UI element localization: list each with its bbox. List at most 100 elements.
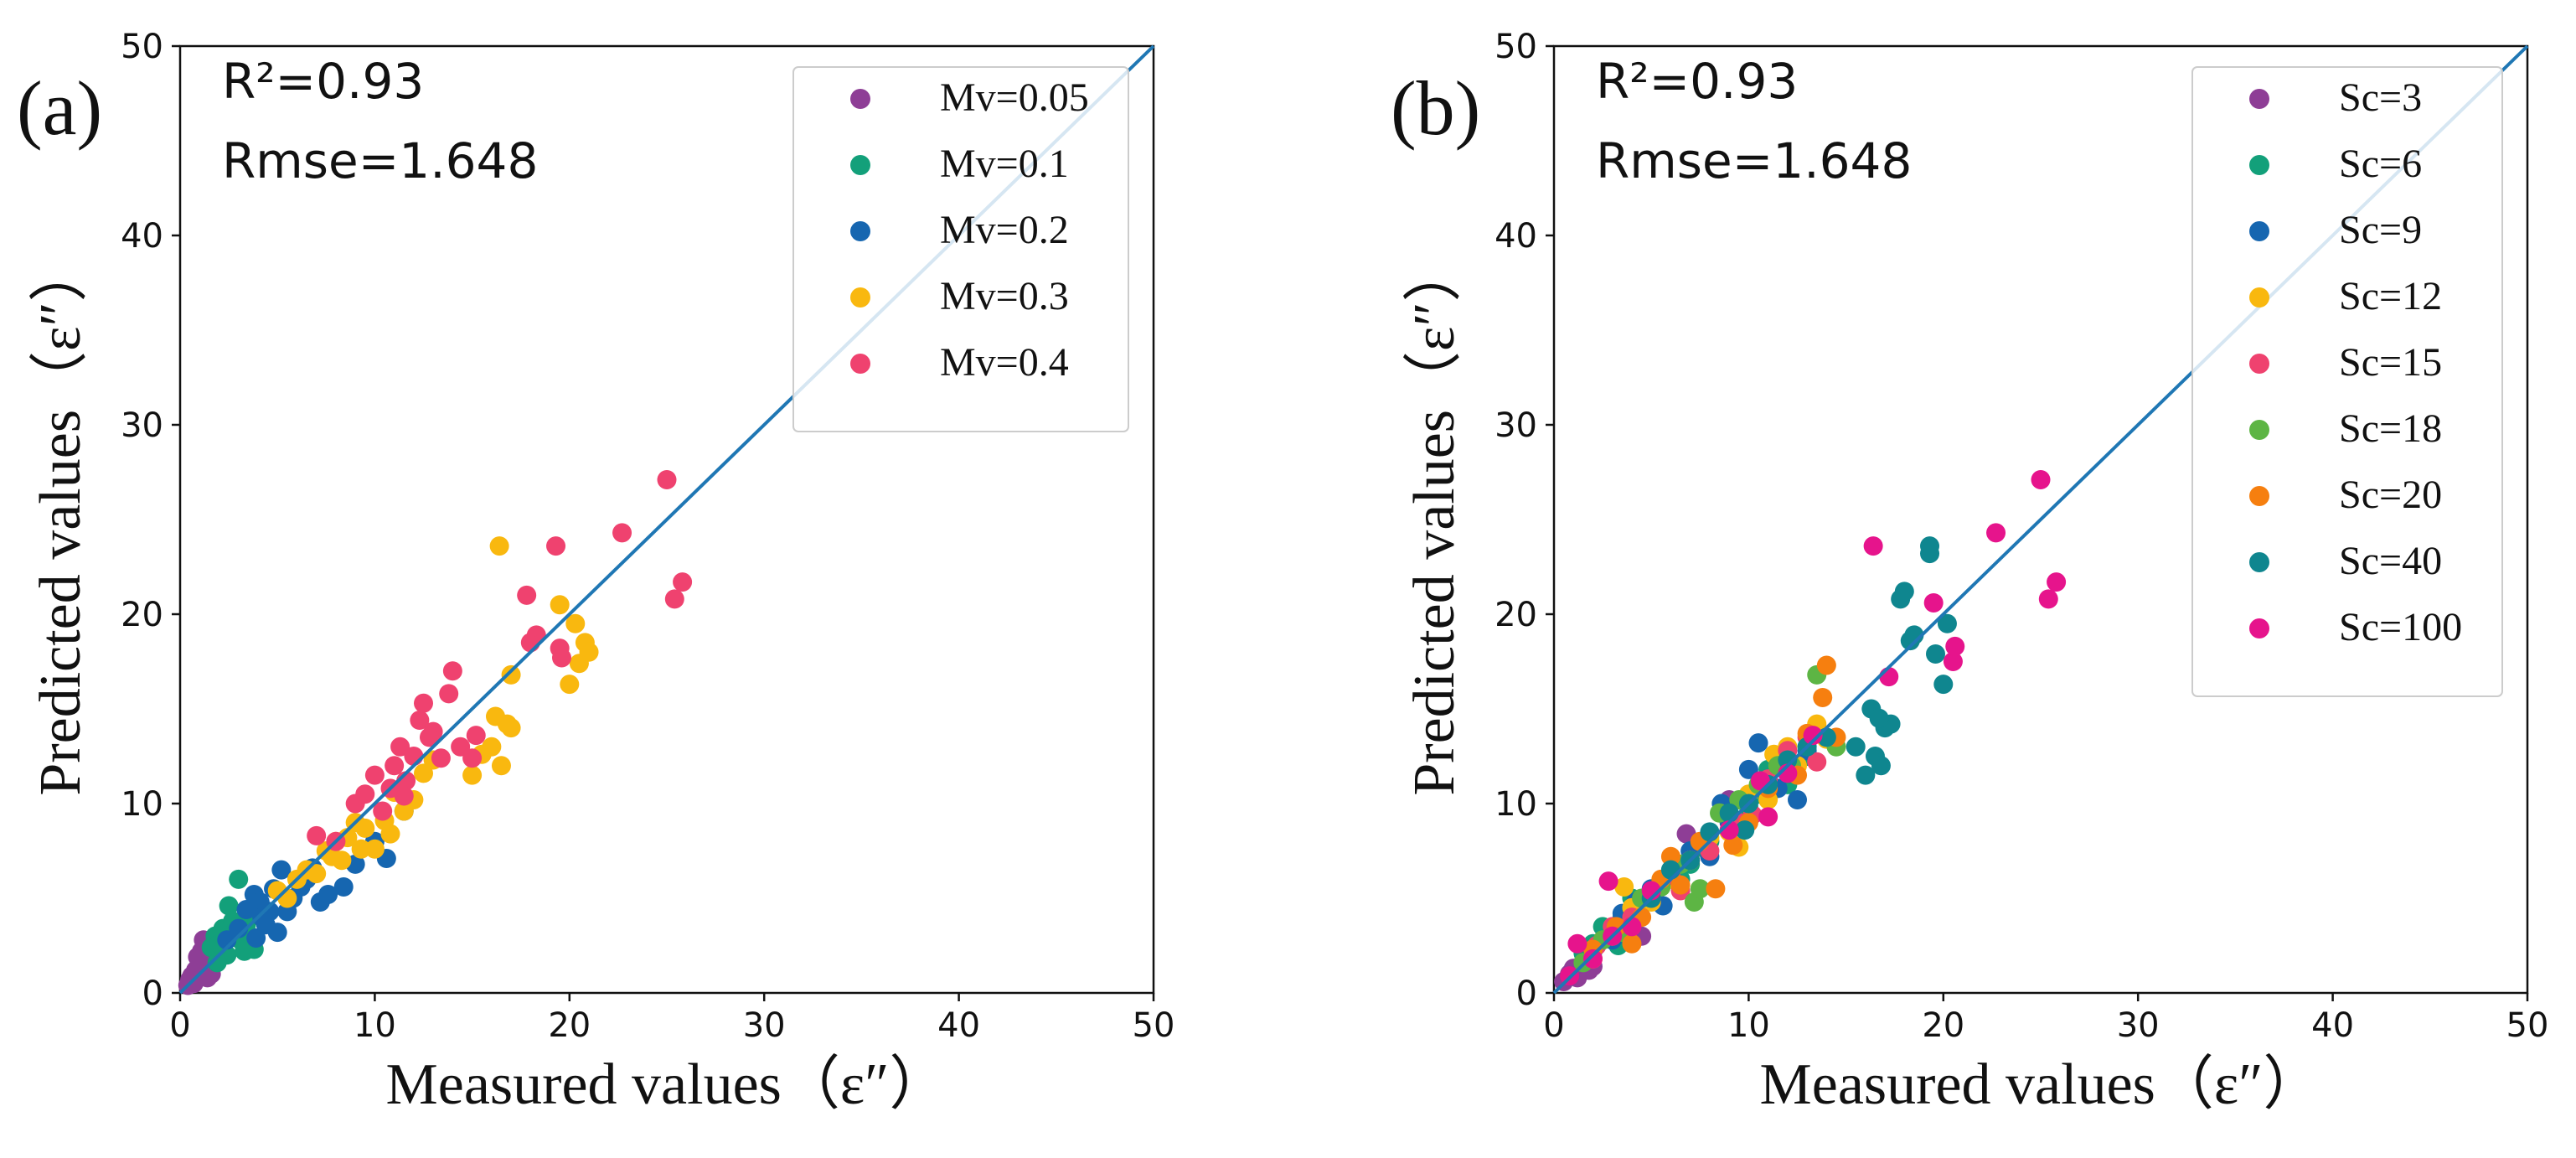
data-point bbox=[1879, 667, 1899, 687]
data-point bbox=[1622, 933, 1642, 954]
data-point bbox=[1758, 807, 1778, 827]
y-tick-label: 10 bbox=[121, 785, 163, 824]
data-point bbox=[1945, 636, 1965, 656]
x-tick-label: 40 bbox=[2311, 1006, 2354, 1045]
legend-marker bbox=[850, 221, 870, 241]
legend-marker bbox=[2249, 89, 2269, 109]
legend: Mv=0.05 Mv=0.1 Mv=0.2 Mv=0.3 Mv=0.4 bbox=[792, 66, 1129, 432]
data-point bbox=[1803, 726, 1823, 746]
x-tick-label: 10 bbox=[354, 1006, 396, 1045]
legend-label: Sc=3 bbox=[2339, 75, 2422, 120]
legend-marker bbox=[2249, 221, 2269, 241]
y-tick-label: 40 bbox=[1494, 217, 1537, 256]
x-tick-label: 40 bbox=[937, 1006, 980, 1045]
data-point bbox=[560, 675, 580, 695]
legend-marker bbox=[2249, 420, 2269, 440]
data-point bbox=[1807, 752, 1827, 772]
data-point bbox=[414, 763, 433, 783]
data-point bbox=[1933, 675, 1954, 695]
x-axis-label: Measured values（ε″） bbox=[386, 1052, 948, 1117]
data-point bbox=[1598, 871, 1618, 892]
plot-frame bbox=[178, 44, 1155, 995]
panel-label: (b) bbox=[1391, 65, 1480, 151]
legend-marker bbox=[2249, 287, 2269, 308]
data-point bbox=[2038, 589, 2058, 609]
data-point bbox=[1923, 592, 1944, 613]
data-point bbox=[1748, 733, 1768, 753]
legend-marker bbox=[850, 155, 870, 175]
legend-marker bbox=[2249, 618, 2269, 638]
data-point bbox=[546, 536, 566, 556]
legend-marker bbox=[2249, 354, 2269, 374]
legend-marker bbox=[2249, 155, 2269, 175]
legend-label: Sc=6 bbox=[2339, 142, 2422, 186]
data-point bbox=[333, 876, 354, 897]
y-tick-label: 20 bbox=[1494, 596, 1537, 634]
data-point bbox=[307, 825, 327, 845]
data-point bbox=[1846, 737, 1866, 757]
data-point bbox=[410, 711, 430, 731]
data-point bbox=[1778, 750, 1798, 770]
data-point bbox=[373, 801, 393, 821]
legend-marker bbox=[2249, 486, 2269, 506]
data-points bbox=[1554, 470, 2067, 991]
data-point bbox=[1816, 655, 1836, 675]
data-point bbox=[1660, 860, 1680, 880]
data-point bbox=[2031, 470, 2051, 490]
series-Mv=0.4 bbox=[307, 470, 693, 851]
data-point bbox=[267, 923, 287, 943]
data-point bbox=[394, 786, 414, 806]
data-point bbox=[431, 748, 451, 768]
data-point bbox=[271, 860, 292, 880]
data-point bbox=[1706, 879, 1726, 899]
series-Sc=40 bbox=[1641, 536, 1957, 908]
data-point bbox=[1788, 789, 1807, 809]
legend-marker bbox=[2249, 552, 2269, 572]
legend-label: Sc=40 bbox=[2339, 539, 2442, 583]
legend-label: Sc=12 bbox=[2339, 274, 2442, 318]
data-point bbox=[1937, 613, 1957, 633]
y-tick-label: 20 bbox=[121, 596, 163, 634]
legend-label: Mv=0.3 bbox=[940, 274, 1069, 318]
data-point bbox=[565, 613, 586, 633]
legend-label: Sc=100 bbox=[2339, 605, 2462, 649]
data-point bbox=[489, 536, 509, 556]
y-tick-label: 0 bbox=[1516, 974, 1537, 1013]
data-point bbox=[390, 737, 410, 757]
data-point bbox=[180, 969, 200, 990]
data-point bbox=[364, 765, 385, 785]
legend-label: Sc=18 bbox=[2339, 406, 2442, 451]
y-tick-label: 50 bbox=[1494, 28, 1537, 66]
data-point bbox=[1567, 933, 1587, 954]
data-point bbox=[1986, 523, 2006, 543]
y-tick-label: 30 bbox=[1494, 406, 1537, 445]
data-point bbox=[612, 523, 632, 543]
panel-a-scatter-plot: 0 10 20 30 40 50 0 10 20 30 40 50 Measured values（ε″… bbox=[17, 28, 1174, 1117]
data-point bbox=[491, 756, 511, 776]
data-point bbox=[517, 585, 537, 605]
data-point bbox=[482, 737, 502, 757]
x-tick-label: 30 bbox=[743, 1006, 786, 1045]
data-point bbox=[664, 589, 684, 609]
x-axis-label: Measured values（ε″） bbox=[1760, 1052, 2322, 1117]
rmse-text: Rmse=1.648 bbox=[222, 132, 538, 189]
data-point bbox=[229, 869, 249, 889]
data-point bbox=[1700, 822, 1720, 842]
data-point bbox=[318, 884, 338, 904]
x-tick-label: 30 bbox=[2117, 1006, 2160, 1045]
data-point bbox=[351, 839, 371, 859]
y-tick-label: 40 bbox=[121, 217, 163, 256]
series-Mv=0.3 bbox=[267, 536, 599, 908]
data-point bbox=[657, 470, 677, 490]
legend-label: Mv=0.1 bbox=[940, 142, 1069, 186]
data-point bbox=[442, 661, 462, 681]
data-point bbox=[550, 595, 570, 615]
data-point bbox=[501, 664, 521, 685]
y-tick-label: 0 bbox=[142, 974, 163, 1013]
x-tick-label: 10 bbox=[1727, 1006, 1770, 1045]
data-point bbox=[355, 784, 375, 804]
data-point bbox=[462, 765, 483, 785]
data-point bbox=[439, 684, 459, 704]
legend-label: Sc=15 bbox=[2339, 340, 2442, 385]
